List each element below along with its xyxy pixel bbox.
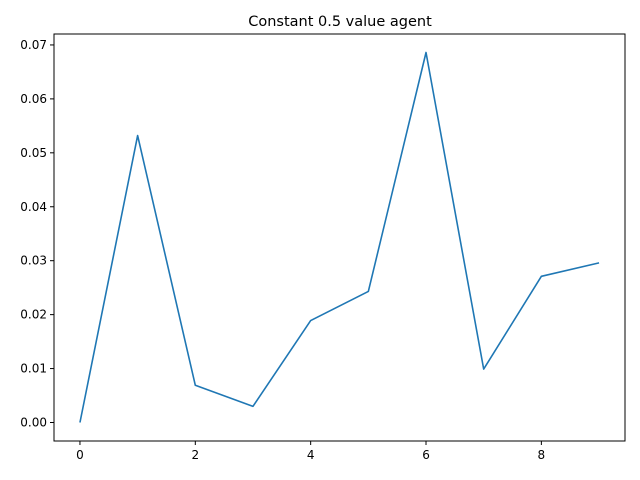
chart-title: Constant 0.5 value agent [248, 14, 432, 30]
x-tick-label: 8 [538, 448, 546, 462]
y-tick-label: 0.01 [20, 362, 47, 376]
y-tick-label: 0.00 [20, 416, 47, 430]
y-tick-label: 0.06 [20, 92, 47, 106]
x-tick-label: 2 [191, 448, 199, 462]
plot-area: 0 2 4 6 8 0.00 0.01 0.02 0.03 0.04 0.05 0.06 0.07 [20, 33, 626, 462]
y-tick-label: 0.05 [20, 146, 47, 160]
x-tick-label: 0 [76, 448, 84, 462]
series-line-0 [79, 51, 600, 423]
x-tick-label: 4 [307, 448, 315, 462]
x-tick-label: 6 [422, 448, 430, 462]
y-tick-label: 0.04 [20, 200, 47, 214]
y-tick-label: 0.03 [20, 254, 47, 268]
y-tick-label: 0.02 [20, 308, 47, 322]
y-tick-label: 0.07 [20, 38, 47, 52]
axes-frame [53, 33, 626, 442]
